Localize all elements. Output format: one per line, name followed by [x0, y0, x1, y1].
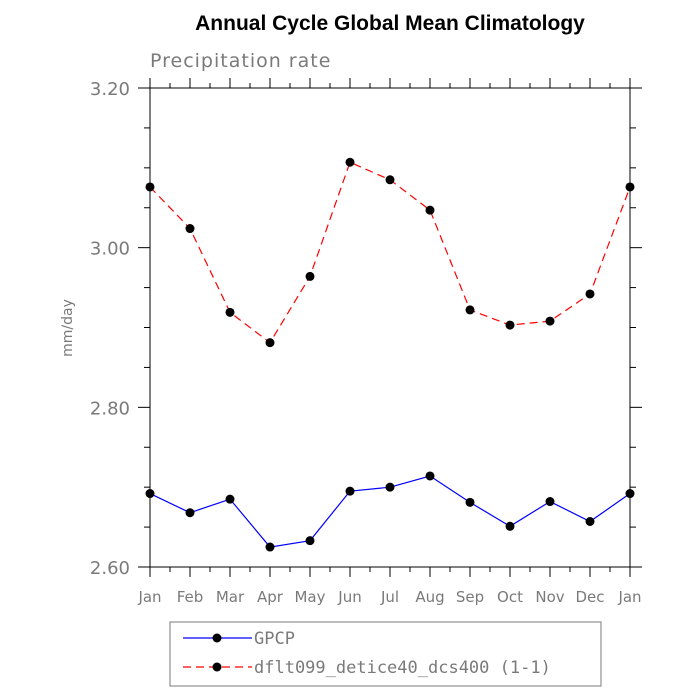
data-point	[265, 542, 275, 552]
x-tick-label: Mar	[216, 588, 245, 606]
data-point	[545, 497, 555, 507]
legend-box	[169, 621, 602, 687]
legend-label-model: dflt099_detice40_dcs400 (1-1)	[254, 658, 551, 678]
data-point	[265, 338, 275, 348]
chart-title: Annual Cycle Global Mean Climatology	[195, 12, 585, 35]
x-tick-label: Dec	[575, 588, 604, 606]
data-point	[185, 508, 195, 518]
legend-marker-model	[212, 662, 222, 672]
series-line	[149, 161, 631, 344]
y-tick-label: 3.20	[90, 79, 130, 100]
plot-border	[149, 87, 631, 568]
legend: GPCP dflt099_detice40_dcs400 (1-1)	[169, 621, 602, 687]
x-tick-label: Apr	[257, 588, 284, 606]
x-tick-label: May	[294, 588, 325, 606]
data-point	[585, 289, 595, 299]
y-tick-label: 3.00	[90, 239, 130, 260]
series-model	[145, 157, 635, 348]
x-tick-label: Feb	[177, 588, 204, 606]
plot-frame	[149, 87, 631, 568]
data-point	[465, 497, 475, 507]
x-tick-label: Jul	[380, 588, 399, 606]
series-gpcp	[145, 471, 635, 552]
data-point	[585, 516, 595, 526]
x-tick-label: Jan	[137, 588, 161, 606]
data-point	[385, 175, 395, 185]
x-tick-label: Oct	[497, 588, 523, 606]
data-point	[185, 224, 195, 234]
x-tick-label: Nov	[535, 588, 564, 606]
series-layer	[145, 157, 635, 552]
data-point	[305, 536, 315, 546]
data-point	[385, 482, 395, 492]
chart-subtitle: Precipitation rate	[150, 50, 331, 72]
legend-marker-gpcp	[212, 633, 222, 643]
data-point	[425, 205, 435, 215]
data-point	[465, 305, 475, 315]
data-point	[425, 471, 435, 481]
x-tick-label: Jan	[617, 588, 641, 606]
data-point	[145, 182, 155, 192]
data-point	[225, 307, 235, 317]
y-tick-label: 2.80	[90, 398, 130, 419]
y-axis-label: mm/day	[60, 299, 76, 357]
data-point	[545, 316, 555, 326]
data-point	[145, 489, 155, 499]
y-axis-ticks	[138, 87, 642, 568]
data-point	[345, 157, 355, 167]
x-tick-label: Aug	[415, 588, 444, 606]
data-point	[505, 521, 515, 531]
data-point	[345, 486, 355, 496]
x-axis-tick-labels: Jan Feb Mar Apr May Jun Jul Aug Sep Oct Nov Dec Jan	[137, 588, 641, 606]
legend-label-gpcp: GPCP	[254, 629, 295, 649]
data-point	[625, 489, 635, 499]
y-axis-tick-labels: 2.60 2.80 3.00 3.20	[90, 79, 130, 579]
data-point	[505, 320, 515, 330]
x-tick-label: Sep	[456, 588, 484, 606]
data-point	[225, 494, 235, 504]
x-tick-label: Jun	[337, 588, 361, 606]
y-tick-label: 2.60	[90, 558, 130, 579]
data-point	[305, 271, 315, 281]
x-axis-ticks	[149, 78, 631, 577]
data-point	[625, 182, 635, 192]
